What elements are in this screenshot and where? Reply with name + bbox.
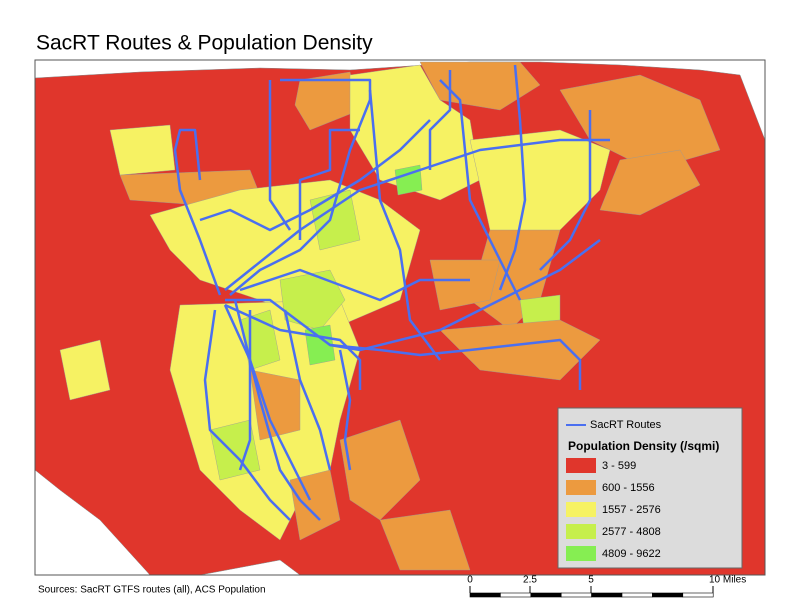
transit-route: [283, 309, 332, 471]
scale-segment: [621, 592, 653, 598]
scale-segment: [682, 592, 714, 598]
transit-route: [223, 304, 312, 501]
legend-label: 3 - 599: [602, 460, 636, 472]
scale-label: 5: [588, 575, 594, 586]
legend-swatch: [566, 502, 596, 517]
map: [34, 61, 766, 576]
scale-label: 2.5: [523, 575, 537, 586]
density-area: [379, 509, 471, 571]
transit-route: [233, 299, 321, 521]
transit-route: [539, 110, 592, 271]
scale-bar: 0 2.5 5 10 Miles: [467, 575, 746, 598]
legend-swatch: [566, 458, 596, 473]
transit-route: [229, 99, 372, 296]
density-area: [294, 71, 361, 131]
transit-route: [173, 128, 222, 296]
legend-label: 1557 - 2576: [602, 504, 661, 516]
legend-route-label: SacRT Routes: [590, 419, 662, 431]
scale-label: 10 Miles: [709, 575, 746, 586]
transit-route: [368, 89, 441, 361]
scale-segment: [591, 592, 623, 598]
map-title: SacRT Routes & Population Density: [36, 32, 373, 55]
legend-heading: Population Density (/sqmi): [568, 439, 719, 453]
density-area: [599, 149, 701, 216]
density-area: [59, 339, 111, 401]
density-area: [279, 269, 346, 331]
scale-segment: [469, 592, 501, 598]
transit-route: [225, 239, 601, 352]
scale-label: 0: [467, 575, 473, 586]
transit-route: [298, 128, 360, 240]
transit-route: [239, 268, 470, 302]
density-area: [339, 419, 421, 521]
transit-route: [428, 70, 452, 170]
transit-route: [203, 309, 291, 521]
legend-swatch: [566, 480, 596, 495]
legend: SacRT Routes Population Density (/sqmi) …: [557, 407, 743, 569]
legend-swatch: [566, 546, 596, 561]
legend-label: 600 - 1556: [602, 482, 655, 494]
transit-route: [498, 64, 527, 291]
legend-label: 4809 - 9622: [602, 548, 661, 560]
scale-segment: [560, 592, 592, 598]
transit-route: [268, 80, 292, 231]
transit-route: [224, 303, 362, 390]
map-frame: [34, 59, 766, 576]
scale-segment: [530, 592, 562, 598]
transit-route: [199, 119, 431, 232]
density-area: [249, 369, 301, 441]
density-area: [109, 124, 176, 176]
transit-route: [280, 78, 372, 100]
legend-swatch: [566, 524, 596, 539]
scale-segment: [652, 592, 684, 598]
transit-route: [238, 310, 252, 471]
density-area: [429, 259, 501, 311]
transit-route: [338, 349, 352, 471]
scale-segment: [500, 592, 532, 598]
transit-route: [329, 338, 582, 390]
legend-label: 2577 - 4808: [602, 526, 661, 538]
source-note: Sources: SacRT GTFS routes (all), ACS Po…: [38, 585, 266, 596]
density-area: [209, 419, 261, 481]
